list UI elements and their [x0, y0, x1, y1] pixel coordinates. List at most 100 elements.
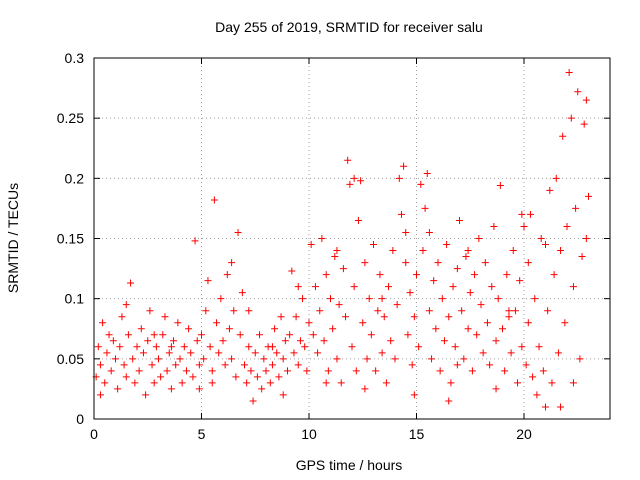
data-point [511, 307, 519, 315]
data-point [445, 397, 453, 405]
data-point [118, 313, 126, 321]
data-point [380, 313, 388, 321]
data-point [460, 355, 468, 363]
data-point [206, 343, 214, 351]
data-point [301, 343, 309, 351]
data-point [397, 210, 405, 218]
data-point [146, 307, 154, 315]
data-point [544, 307, 552, 315]
data-point [402, 259, 410, 267]
data-point [479, 349, 487, 357]
data-point [462, 253, 470, 261]
data-point [187, 349, 195, 357]
data-point [284, 367, 291, 375]
data-point [350, 174, 358, 182]
data-point [423, 170, 431, 178]
data-point [529, 373, 537, 381]
data-point [352, 367, 360, 375]
y-axis-ticks: 0 0.05 0.1 0.15 0.2 0.25 0.3 [57, 50, 610, 427]
data-point [496, 182, 504, 190]
data-point [466, 289, 474, 297]
data-point [425, 307, 433, 315]
data-point [286, 331, 294, 339]
data-point [137, 325, 145, 333]
data-point [266, 379, 274, 387]
data-point [109, 337, 117, 345]
data-point [410, 391, 418, 399]
data-point [165, 349, 173, 357]
data-point [253, 373, 261, 381]
data-point [279, 391, 287, 399]
data-point [518, 343, 526, 351]
data-point [150, 331, 158, 339]
data-point [189, 373, 197, 381]
data-point [400, 162, 408, 170]
data-point [152, 343, 160, 351]
data-point [344, 156, 352, 164]
data-point [542, 241, 549, 249]
y-tick-label: 0.3 [65, 50, 85, 66]
data-point [268, 361, 276, 369]
data-point [516, 277, 524, 285]
data-point [251, 349, 259, 357]
data-point [200, 355, 208, 363]
data-point [208, 379, 216, 387]
data-point [453, 361, 461, 369]
data-point [456, 216, 463, 224]
data-point [182, 367, 190, 375]
data-point [357, 177, 365, 185]
data-point [542, 403, 549, 411]
data-point [202, 307, 210, 315]
data-point [533, 391, 541, 399]
data-point [350, 283, 358, 291]
data-point [524, 319, 532, 327]
data-point [582, 96, 590, 104]
data-point [303, 367, 311, 375]
data-point [531, 295, 539, 303]
data-point [236, 331, 244, 339]
data-point [311, 283, 319, 291]
data-point [348, 343, 356, 351]
data-point [271, 325, 279, 333]
data-point [585, 192, 592, 200]
data-point [198, 331, 205, 339]
data-point [417, 180, 425, 188]
data-point [434, 259, 442, 267]
data-point [408, 361, 416, 369]
data-point [505, 307, 513, 315]
y-tick-label: 0.05 [57, 351, 84, 367]
data-point [245, 343, 253, 351]
data-point [167, 385, 175, 393]
data-point [421, 204, 429, 212]
y-tick-label: 0.15 [57, 231, 84, 247]
data-point [228, 355, 236, 363]
data-point [309, 331, 317, 339]
data-point [432, 325, 440, 333]
data-point [139, 349, 147, 357]
data-point [155, 355, 162, 363]
data-point [299, 295, 307, 303]
data-point [260, 355, 268, 363]
data-point [133, 343, 141, 351]
data-point [387, 337, 395, 345]
data-point [490, 222, 498, 230]
data-point [378, 349, 386, 357]
data-point [557, 403, 565, 411]
data-point [578, 253, 586, 261]
data-point [290, 349, 298, 357]
data-point [322, 271, 330, 279]
x-tick-label: 5 [198, 426, 206, 442]
data-point [370, 241, 377, 249]
data-point [339, 265, 347, 273]
data-point [337, 379, 345, 387]
data-point [574, 88, 582, 96]
data-point [507, 349, 515, 357]
data-point [232, 373, 240, 381]
plot-frame [93, 57, 611, 420]
x-tick-label: 0 [90, 426, 98, 442]
data-point [406, 289, 414, 297]
data-point [221, 361, 229, 369]
data-point [552, 174, 560, 182]
data-point [468, 367, 476, 375]
